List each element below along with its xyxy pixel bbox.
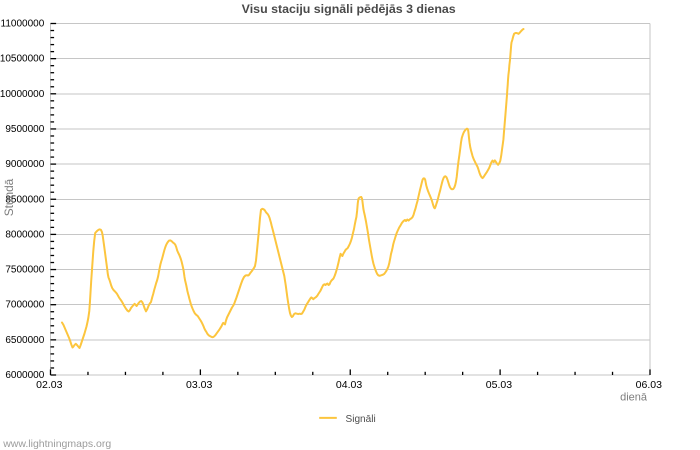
svg-text:9000000: 9000000	[5, 159, 44, 170]
svg-text:04.03: 04.03	[336, 379, 362, 391]
svg-text:9500000: 9500000	[5, 124, 44, 135]
svg-text:10500000: 10500000	[0, 54, 45, 65]
svg-text:7500000: 7500000	[5, 265, 44, 276]
svg-text:8500000: 8500000	[5, 194, 44, 205]
svg-text:Signāli: Signāli	[346, 413, 376, 425]
svg-text:06.03: 06.03	[636, 379, 662, 391]
svg-text:05.03: 05.03	[486, 379, 512, 391]
svg-text:11000000: 11000000	[1, 19, 45, 30]
svg-text:8000000: 8000000	[5, 229, 44, 240]
svg-text:03.03: 03.03	[186, 379, 212, 391]
svg-text:10000000: 10000000	[0, 89, 45, 100]
svg-text:dienā: dienā	[620, 392, 648, 404]
svg-text:6000000: 6000000	[5, 370, 44, 381]
svg-text:Visu staciju signāli pēdējās 3: Visu staciju signāli pēdējās 3 dienas	[242, 2, 456, 16]
svg-text:www.lightningmaps.org: www.lightningmaps.org	[2, 438, 111, 450]
svg-text:02.03: 02.03	[36, 379, 62, 391]
svg-text:6500000: 6500000	[5, 335, 44, 346]
svg-text:7000000: 7000000	[5, 300, 44, 311]
svg-text:Stundā: Stundā	[2, 178, 16, 216]
